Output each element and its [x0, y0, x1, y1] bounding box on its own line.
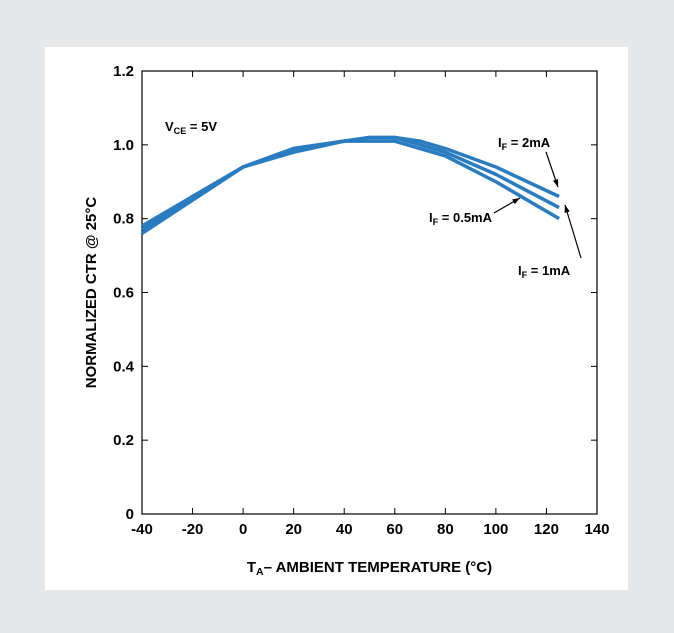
series-line: [141, 139, 560, 235]
x-tick-label: 20: [285, 521, 302, 538]
arrow-line: [564, 204, 582, 259]
annotation: IF = 2mA: [498, 135, 551, 152]
x-tick-label: -40: [131, 521, 153, 538]
y-tick-label: 1.2: [113, 63, 134, 80]
x-axis-label-sub: A: [256, 566, 264, 578]
x-tick-label: 80: [437, 521, 454, 538]
annotation-rest: = 0.5mA: [438, 210, 492, 225]
arrow-head: [552, 179, 559, 187]
y-tick-label: 0: [126, 506, 134, 523]
x-tick-label: 140: [584, 521, 609, 538]
annotation: VCE = 5V: [165, 119, 217, 136]
x-tick-label: -20: [182, 521, 204, 538]
y-tick-label: 0.6: [113, 285, 134, 302]
x-tick-label: 60: [386, 521, 403, 538]
annotation-main: I: [429, 210, 433, 225]
annotation-sub: F: [502, 142, 508, 152]
annotation-main: I: [518, 263, 522, 278]
arrow-head: [512, 198, 520, 205]
y-tick-label: 1.0: [113, 137, 134, 154]
annotation-main: I: [498, 135, 502, 150]
annotation: IF = 0.5mA: [429, 210, 493, 227]
y-tick-label: 0.8: [113, 211, 134, 228]
annotation-sub: F: [522, 270, 528, 280]
y-tick-label: 0.4: [113, 358, 135, 375]
x-axis-label: TA– AMBIENT TEMPERATURE (°C): [247, 559, 492, 578]
annotation: IF = 1mA: [518, 263, 571, 280]
x-axis-label-rest: – AMBIENT TEMPERATURE (°C): [264, 559, 493, 576]
annotation-main: V: [165, 119, 174, 134]
y-tick-label: 0.2: [113, 432, 134, 449]
annotation-rest: = 5V: [186, 119, 217, 134]
x-tick-label: 120: [534, 521, 559, 538]
annotation-sub: CE: [174, 126, 187, 136]
x-tick-label: 100: [483, 521, 508, 538]
y-axis-label: NORMALIZED CTR @ 25°C: [83, 197, 100, 389]
x-axis-label-main: T: [247, 559, 256, 576]
annotation-sub: F: [433, 217, 439, 227]
x-tick-label: 40: [336, 521, 353, 538]
x-tick-label: 0: [239, 521, 247, 538]
annotation-rest: = 2mA: [507, 135, 551, 150]
annotation-rest: = 1mA: [527, 263, 571, 278]
arrow-head: [564, 205, 570, 213]
